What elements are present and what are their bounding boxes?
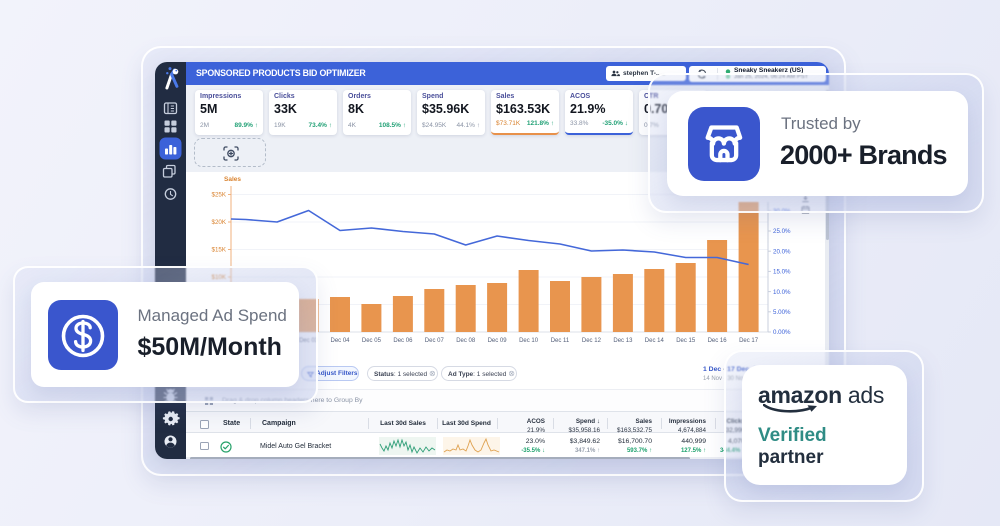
svg-text:5.00%: 5.00% [773, 309, 791, 316]
svg-text:Dec 16: Dec 16 [707, 338, 727, 344]
svg-text:Dec 11: Dec 11 [550, 338, 569, 344]
svg-text:$25K: $25K [211, 192, 226, 199]
svg-text:10.0%: 10.0% [773, 289, 791, 296]
svg-text:0.00%: 0.00% [773, 329, 791, 336]
svg-text:Dec 15: Dec 15 [676, 338, 696, 344]
svg-text:25.0%: 25.0% [773, 228, 791, 235]
svg-text:Dec 17: Dec 17 [739, 338, 759, 344]
svg-text:Dec 10: Dec 10 [519, 338, 539, 344]
svg-text:$20K: $20K [211, 219, 226, 226]
svg-text:$15K: $15K [211, 247, 226, 254]
svg-text:Dec 08: Dec 08 [456, 338, 476, 344]
svg-text:Dec 12: Dec 12 [581, 338, 601, 344]
svg-text:Dec 06: Dec 06 [393, 338, 413, 344]
svg-text:Dec 13: Dec 13 [613, 338, 633, 344]
svg-text:Dec 07: Dec 07 [424, 338, 444, 344]
svg-text:Dec 05: Dec 05 [361, 338, 381, 344]
svg-text:15.0%: 15.0% [773, 269, 791, 276]
svg-text:Dec 09: Dec 09 [487, 338, 507, 344]
svg-text:20.0%: 20.0% [773, 248, 791, 255]
svg-text:Dec 04: Dec 04 [330, 338, 350, 344]
svg-text:Dec 14: Dec 14 [644, 338, 664, 344]
svg-text:Sales: Sales [224, 176, 241, 183]
